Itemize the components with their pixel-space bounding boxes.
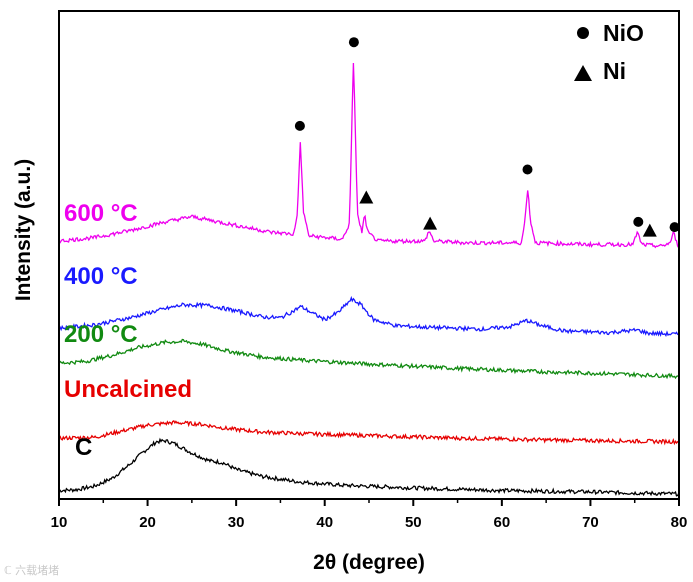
series-line-c — [58, 437, 680, 497]
peak-marker-layer — [294, 37, 680, 237]
series-label-c: C — [75, 434, 92, 461]
x-tick-label: 50 — [405, 514, 422, 531]
series-layer — [58, 62, 680, 497]
series-line-600c — [58, 62, 680, 249]
x-tick-label: 40 — [316, 514, 333, 531]
ni-peak-marker — [359, 190, 374, 204]
nio-peak-marker — [294, 120, 305, 131]
ni-peak-marker — [423, 216, 438, 230]
ni-peak-marker — [642, 223, 657, 237]
series-line-200c — [58, 338, 679, 380]
series-line-400c — [58, 295, 679, 337]
x-tick-label: 60 — [494, 514, 511, 531]
legend-label-ni: Ni — [603, 58, 626, 84]
legend-circle-marker — [577, 27, 589, 39]
x-axis-ticks: 10 20 30 40 50 60 70 80 — [51, 499, 688, 531]
series-label-uncalcined: Uncalcined — [64, 376, 192, 403]
x-tick-label: 10 — [51, 514, 68, 531]
nio-peak-marker — [633, 216, 644, 227]
watermark: ℂ 六载堵堵 — [4, 564, 60, 577]
x-axis-title: 2θ (degree) — [313, 551, 425, 574]
legend-triangle-marker — [574, 65, 592, 81]
x-tick-label: 80 — [671, 514, 688, 531]
series-label-200: 200 °C — [64, 321, 138, 348]
series-line-uncalcined — [59, 420, 680, 446]
y-axis-title: Intensity (a.u.) — [12, 159, 35, 301]
nio-peak-marker — [522, 164, 533, 175]
nio-peak-marker — [669, 222, 680, 233]
x-tick-label: 70 — [582, 514, 599, 531]
series-label-600: 600 °C — [64, 200, 138, 227]
x-tick-label: 20 — [139, 514, 156, 531]
series-label-400: 400 °C — [64, 263, 138, 290]
legend: NiO Ni — [574, 20, 644, 84]
nio-peak-marker — [348, 37, 359, 48]
x-tick-label: 30 — [228, 514, 245, 531]
legend-label-nio: NiO — [603, 20, 644, 46]
